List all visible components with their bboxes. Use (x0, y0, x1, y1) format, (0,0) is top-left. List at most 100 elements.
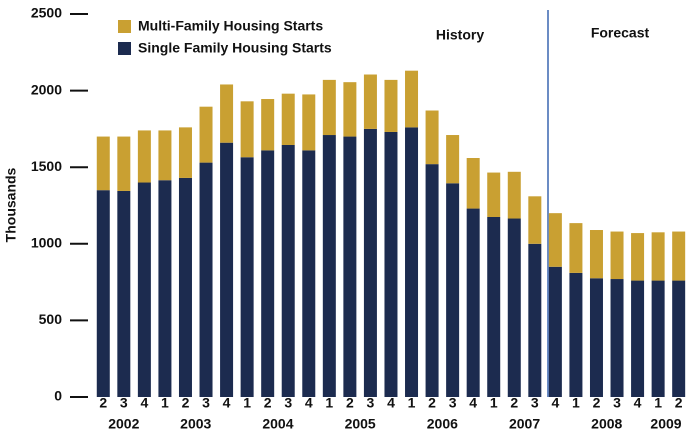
x-group-label: 2005 (345, 416, 376, 432)
bar-segment (199, 106, 213, 163)
bar-segment (343, 82, 357, 137)
bar-segment (158, 130, 172, 181)
bar-segment (137, 130, 151, 183)
bar-segment (322, 135, 336, 397)
bar-segment (610, 231, 624, 280)
bar-segment (528, 196, 542, 244)
bar-segment (548, 213, 562, 267)
x-tick-label: 2 (99, 395, 107, 411)
x-tick-label: 3 (531, 395, 539, 411)
bar-segment (487, 216, 501, 397)
x-tick-label: 1 (654, 395, 662, 411)
bar-segment (137, 182, 151, 397)
x-group-label: 2002 (108, 416, 139, 432)
bar-segment (446, 135, 460, 184)
bar-segment (178, 177, 192, 397)
x-tick-label: 2 (182, 395, 190, 411)
x-tick-label: 1 (161, 395, 169, 411)
y-tick-label: 1000 (31, 235, 62, 251)
y-tick-label: 500 (39, 311, 63, 327)
legend-swatch (118, 20, 131, 33)
bar-segment (651, 232, 665, 281)
bar-segment (507, 171, 521, 219)
y-axis-label: Thousands (3, 167, 19, 242)
bar-segment (220, 142, 234, 397)
bar-segment (631, 280, 645, 397)
bar-segment (343, 136, 357, 397)
bar-segment (610, 279, 624, 397)
x-group-label: 2004 (262, 416, 293, 432)
bar-segment (96, 190, 110, 397)
bar-segment (240, 157, 254, 397)
y-tick-label: 1500 (31, 158, 62, 174)
bar-segment (589, 278, 603, 397)
bar-segment (487, 172, 501, 217)
bar-segment (302, 94, 316, 151)
bar-segment (281, 144, 295, 397)
y-tick-label: 2500 (31, 5, 62, 21)
bar-segment (96, 136, 110, 191)
x-tick-label: 4 (305, 395, 313, 411)
bar-segment (384, 79, 398, 132)
bar-segment (507, 218, 521, 397)
bar-segment (528, 243, 542, 397)
x-tick-label: 3 (120, 395, 128, 411)
x-tick-label: 4 (387, 395, 395, 411)
bar-segment (589, 230, 603, 279)
x-tick-label: 4 (551, 395, 559, 411)
x-tick-label: 1 (490, 395, 498, 411)
x-tick-label: 4 (140, 395, 148, 411)
bar-segment (322, 79, 336, 136)
y-tick-label: 0 (54, 388, 62, 404)
bar-segment (363, 128, 377, 397)
bar-segment (158, 180, 172, 397)
x-group-label: 2008 (591, 416, 622, 432)
x-tick-label: 3 (613, 395, 621, 411)
x-tick-label: 4 (634, 395, 642, 411)
x-tick-label: 1 (408, 395, 416, 411)
x-group-label: 2007 (509, 416, 540, 432)
legend-label: Multi-Family Housing Starts (138, 18, 323, 34)
x-tick-label: 2 (510, 395, 518, 411)
x-tick-label: 1 (243, 395, 251, 411)
bar-segment (425, 164, 439, 397)
x-group-label: 2009 (650, 416, 681, 432)
x-group-label: 2006 (427, 416, 458, 432)
x-tick-label: 2 (593, 395, 601, 411)
legend-swatch (118, 42, 131, 55)
bar-segment (631, 233, 645, 281)
bar-segment (548, 266, 562, 397)
x-tick-label: 2 (675, 395, 683, 411)
x-tick-label: 2 (264, 395, 272, 411)
x-tick-label: 3 (449, 395, 457, 411)
bar-segment (569, 272, 583, 397)
bar-segment (405, 127, 419, 398)
bar-segment (446, 183, 460, 397)
x-group-label: 2003 (180, 416, 211, 432)
x-tick-label: 1 (325, 395, 333, 411)
legend-label: Single Family Housing Starts (138, 40, 332, 56)
annotation: History (436, 27, 484, 43)
bar-segment (466, 208, 480, 397)
bar-segment (240, 101, 254, 158)
x-tick-label: 2 (428, 395, 436, 411)
bar-segment (261, 150, 275, 397)
bar-segment (261, 99, 275, 151)
bar-segment (302, 150, 316, 397)
bar-segment (220, 84, 234, 143)
x-tick-label: 1 (572, 395, 580, 411)
bar-segment (363, 74, 377, 129)
x-tick-label: 3 (202, 395, 210, 411)
bar-segment (178, 127, 192, 178)
bar-segment (651, 280, 665, 397)
bar-segment (281, 93, 295, 145)
bar-segment (466, 158, 480, 209)
bar-segment (672, 280, 686, 397)
bar-segment (425, 110, 439, 165)
y-tick-label: 2000 (31, 81, 62, 97)
bar-segment (405, 70, 419, 128)
bar-segment (199, 162, 213, 397)
bar-segment (384, 131, 398, 398)
x-tick-label: 2 (346, 395, 354, 411)
